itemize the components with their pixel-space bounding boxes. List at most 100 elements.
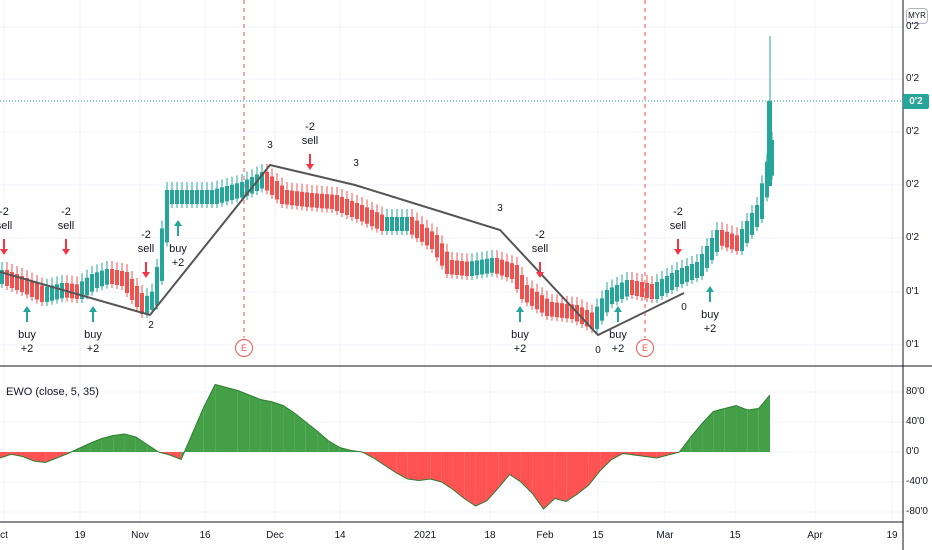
candle-body (660, 279, 664, 296)
ewo-segment (713, 408, 725, 452)
candle-body (600, 298, 604, 321)
candle-body (185, 190, 189, 204)
candle-body (670, 273, 674, 290)
candle-body (220, 187, 224, 203)
ewo-segment (79, 443, 91, 452)
candle-body (0, 270, 4, 284)
candle-body (350, 201, 354, 217)
candle-body (105, 269, 109, 285)
candle-body (80, 281, 84, 299)
ewo-segment (260, 399, 272, 452)
candle-body (45, 286, 49, 302)
ewo-tick-label: 80'0 (906, 386, 925, 397)
indicator-label[interactable]: EWO (close, 5, 35) (6, 386, 99, 398)
candle-body (685, 266, 689, 282)
candle-body (30, 280, 34, 297)
candle-body (700, 254, 704, 276)
candle-body (565, 303, 569, 319)
ewo-segment (430, 452, 442, 482)
earnings-marker-1[interactable]: E (235, 339, 253, 357)
price-tick-label: 0'2 (906, 179, 920, 190)
currency-badge[interactable]: MYR (906, 8, 928, 24)
current-price-badge: 0'2 (903, 94, 929, 109)
candle-body (365, 207, 369, 224)
buy-arrow-head (516, 306, 524, 312)
candle-body (50, 285, 54, 301)
signal-buy-label: buy +2 (511, 329, 529, 355)
candle-body (410, 217, 414, 235)
ewo-segment (588, 452, 601, 485)
candle-body (735, 235, 739, 251)
candle-body (625, 280, 629, 297)
time-tick-label: 14 (334, 530, 346, 541)
ewo-segment (113, 434, 125, 452)
ewo-area (0, 383, 771, 510)
pivot-label: 3 (267, 140, 273, 151)
signal-buy-label: buy +2 (701, 309, 719, 335)
candle-body (535, 291, 539, 310)
candle-body (465, 261, 469, 276)
price-tick-label: 0'2 (906, 73, 920, 84)
candle-body (630, 280, 634, 295)
ewo-segment (554, 452, 567, 502)
candle-body (760, 183, 764, 219)
candle-body (665, 276, 669, 293)
candle-body (455, 260, 459, 275)
candle-body (605, 290, 609, 313)
time-tick-label: Mar (656, 530, 674, 541)
ewo-segment (385, 452, 397, 473)
candle-body (725, 231, 729, 248)
ewo-segment (226, 387, 238, 452)
candle-body (380, 214, 384, 231)
time-tick-label: Apr (807, 530, 823, 541)
candle-body (300, 191, 304, 207)
buy-arrow-head (89, 306, 97, 312)
sell-arrow-head (62, 249, 70, 255)
sell-arrow-head (306, 164, 314, 170)
candle-body (70, 283, 74, 299)
candle-body (20, 276, 24, 292)
candle-body (655, 282, 659, 299)
candle-body (140, 293, 144, 314)
sell-arrow-head (142, 272, 150, 278)
candle-body (720, 230, 724, 246)
time-tick-label: ct (0, 530, 8, 541)
candle-body (260, 172, 264, 189)
ewo-segment (418, 452, 431, 481)
candle-body (100, 270, 104, 287)
candle-body (675, 270, 679, 287)
candle-body (645, 283, 649, 298)
candle-body (590, 312, 594, 329)
sell-arrow-head (674, 249, 682, 255)
candle-body (415, 220, 419, 239)
pivot-label: 3 (497, 203, 503, 214)
candle-body (40, 285, 44, 302)
pivot-label: 0 (595, 345, 601, 356)
candle-body (440, 243, 444, 266)
candle-body (270, 176, 274, 195)
candle-body (330, 194, 334, 209)
candle-body (485, 258, 489, 274)
time-tick-label: Nov (131, 530, 149, 541)
candle-body (540, 295, 544, 313)
earnings-marker-2[interactable]: E (636, 339, 654, 357)
price-tick-label: 0'2 (906, 232, 920, 243)
ewo-segment (498, 452, 510, 488)
ewo-segment (192, 407, 204, 452)
candle-body (335, 195, 339, 211)
candle-body (180, 190, 184, 204)
ewo-segment (577, 452, 589, 494)
ewo-segment (0, 452, 12, 458)
candle-body (470, 261, 474, 276)
candle-body (25, 278, 29, 295)
candle-body (420, 224, 424, 242)
ewo-segment (169, 452, 182, 460)
candle-body (767, 101, 772, 186)
ewo-segment (736, 405, 748, 452)
candle-body (305, 192, 309, 207)
ewo-segment (600, 452, 612, 471)
